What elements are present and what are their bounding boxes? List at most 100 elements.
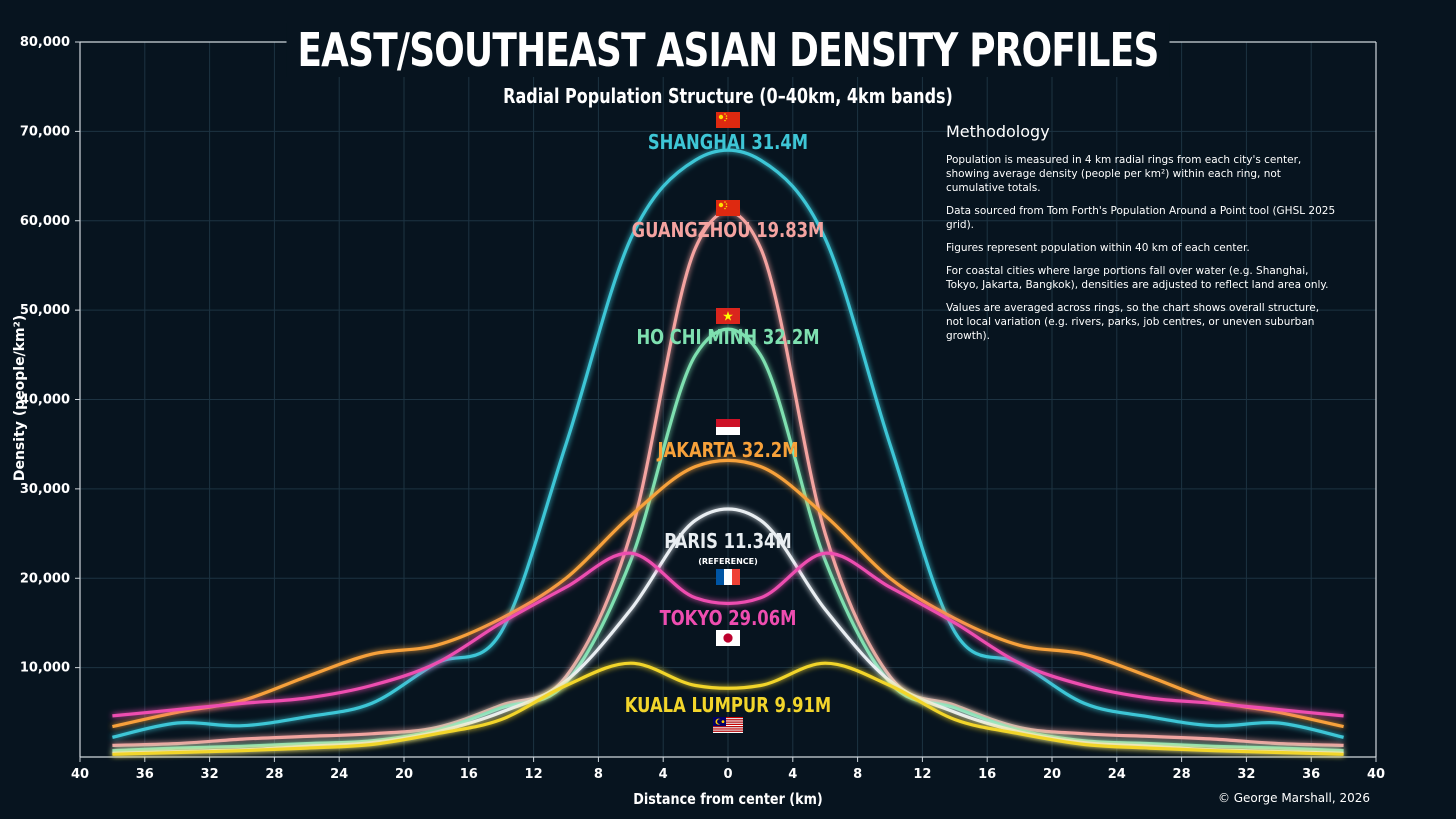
methodology-heading: Methodology	[946, 122, 1050, 141]
x-tick-label: 8	[594, 767, 603, 782]
malaysia-flag-icon	[713, 717, 743, 733]
y-tick-label: 70,000	[20, 124, 70, 139]
y-tick-label: 50,000	[20, 303, 70, 318]
x-tick-label: 40	[1367, 767, 1385, 782]
flag-part	[713, 726, 743, 728]
y-axis-label: Density (people/km²)	[12, 314, 28, 482]
china-flag-icon	[716, 112, 740, 128]
methodology-paragraph: For coastal cities where large portions …	[946, 265, 1329, 291]
y-tick-label: 80,000	[20, 35, 70, 50]
x-tick-label: 40	[71, 767, 89, 782]
japan-flag-icon	[716, 630, 740, 646]
flag-star	[725, 117, 728, 120]
series-line-paris	[112, 507, 1344, 755]
y-tick-label: 60,000	[20, 214, 70, 229]
flag-part	[713, 720, 743, 722]
flag-part	[716, 419, 740, 427]
methodology-panel: Methodology Population is measured in 4 …	[946, 122, 1336, 352]
flag-part	[713, 718, 743, 720]
flag-star	[724, 113, 726, 115]
page-subtitle: Radial Population Structure (0–40km, 4km…	[503, 84, 953, 108]
x-tick-label: 20	[1043, 767, 1061, 782]
page-title: EAST/SOUTHEAST ASIAN DENSITY PROFILES	[160, 20, 1296, 80]
flag-disc	[723, 633, 733, 643]
x-tick-label: 4	[659, 767, 668, 782]
x-tick-label: 4	[788, 767, 797, 782]
series-lines	[112, 148, 1344, 756]
flag-star	[724, 201, 726, 203]
methodology-paragraph: Figures represent population within 40 k…	[946, 242, 1250, 254]
x-tick-label: 12	[913, 767, 931, 782]
city-label: GUANGZHOU 19.83M	[632, 220, 825, 243]
credit: © George Marshall, 2026	[1217, 791, 1370, 805]
flag-part	[724, 569, 732, 585]
x-tick-label: 16	[460, 767, 478, 782]
city-labels: SHANGHAI 31.4M GUANGZHOU 19.83M HO CHI MIN…	[625, 132, 831, 718]
y-tick-label: 30,000	[20, 482, 70, 497]
city-label: HO CHI MINH 32.2M	[636, 327, 819, 350]
flag-star	[725, 203, 728, 205]
series-line-kuala	[112, 661, 1344, 756]
x-tick-label: 24	[330, 767, 348, 782]
x-axis-label: Distance from center (km)	[633, 790, 823, 808]
flag-star	[724, 119, 726, 122]
china-flag-icon	[716, 200, 740, 216]
city-label: TOKYO 29.06M	[660, 608, 797, 631]
france-flag-icon	[716, 569, 740, 585]
page-title-text: EAST/SOUTHEAST ASIAN DENSITY PROFILES	[286, 23, 1170, 77]
flag-crescent-cut	[717, 719, 723, 725]
x-tick-label: 32	[1237, 767, 1255, 782]
series-line-tokyo	[112, 551, 1344, 718]
indonesia-flag-icon	[716, 419, 740, 435]
city-label: KUALA LUMPUR 9.91M	[625, 695, 831, 718]
series-line-shanghai	[112, 148, 1344, 739]
flags	[713, 112, 743, 733]
flag-star	[718, 202, 724, 208]
flag-part	[713, 719, 743, 721]
x-tick-label: 12	[525, 767, 543, 782]
flag-part	[713, 727, 743, 729]
flag-star	[718, 114, 724, 120]
flag-part	[713, 729, 743, 731]
series-line-ho	[112, 327, 1344, 753]
flag-part	[716, 569, 724, 585]
flag-part	[713, 730, 743, 732]
flag-part	[716, 200, 740, 216]
x-tick-label: 32	[201, 767, 219, 782]
x-tick-label: 16	[978, 767, 996, 782]
methodology-paragraph: Values are averaged across rings, so the…	[946, 302, 1320, 342]
city-label: PARIS 11.34M	[664, 531, 792, 554]
x-tick-label: 28	[265, 767, 283, 782]
flag-star	[721, 720, 725, 723]
city-label: SHANGHAI 31.4M	[648, 132, 808, 155]
series-line-jakarta	[112, 458, 1344, 729]
y-tick-label: 10,000	[20, 661, 70, 676]
y-tick-label: 40,000	[20, 393, 70, 408]
flag-part	[716, 427, 740, 435]
flag-part	[713, 728, 743, 730]
city-label: JAKARTA 32.2M	[656, 440, 799, 463]
methodology-paragraph: Data sourced from Tom Forth's Population…	[946, 205, 1336, 231]
flag-part	[713, 717, 743, 719]
flag-star	[725, 205, 728, 208]
x-tick-label: 0	[723, 767, 732, 782]
flag-star	[724, 207, 726, 210]
x-tick-label: 24	[1108, 767, 1126, 782]
flag-part	[713, 731, 743, 733]
vietnam-flag-icon	[716, 308, 740, 324]
x-tick-label: 20	[395, 767, 413, 782]
flag-part	[713, 722, 743, 724]
x-tick-label: 28	[1173, 767, 1191, 782]
x-tick-label: 36	[1302, 767, 1320, 782]
flag-part	[716, 112, 740, 128]
flag-star	[725, 115, 728, 117]
flag-part	[713, 725, 743, 727]
y-tick-label: 20,000	[20, 571, 70, 586]
flag-star	[723, 311, 733, 321]
city-sublabel: (REFERENCE)	[698, 557, 758, 566]
x-tick-label: 8	[853, 767, 862, 782]
methodology-paragraph: Population is measured in 4 km radial ri…	[946, 154, 1302, 194]
flag-part	[713, 721, 743, 723]
flag-part	[713, 723, 743, 725]
